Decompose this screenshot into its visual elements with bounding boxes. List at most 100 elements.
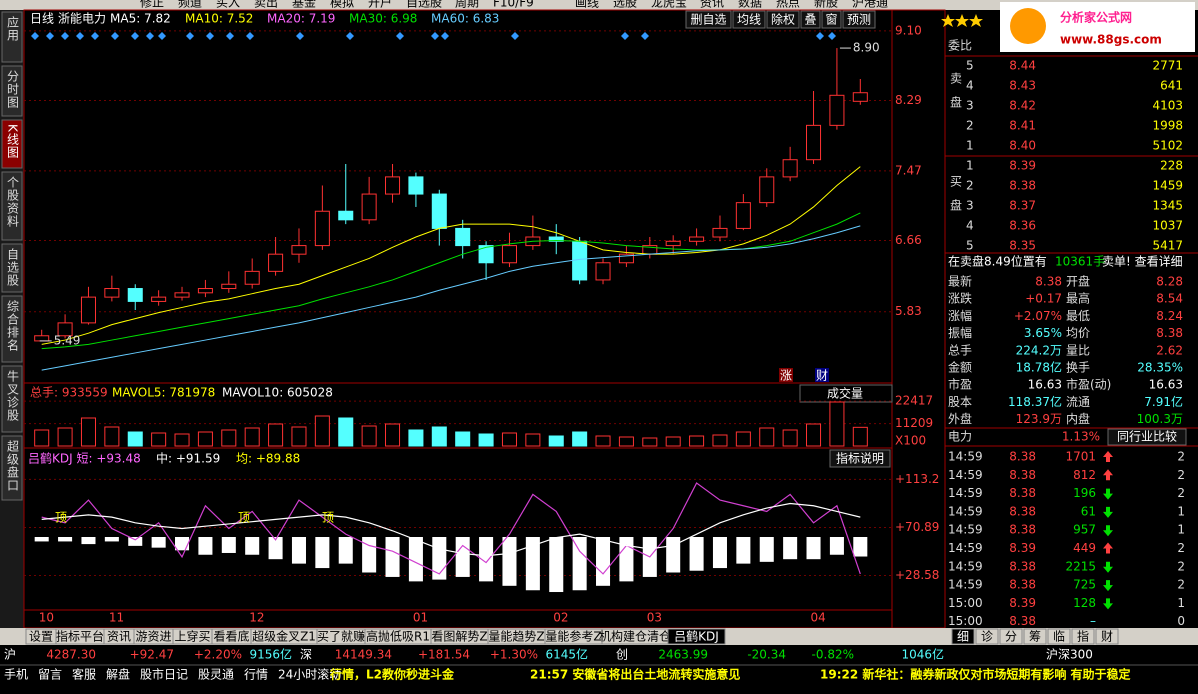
panel-tab[interactable] xyxy=(1047,628,1071,645)
indicator-tab-label[interactable]: 量能参考Z xyxy=(545,629,601,644)
event-tag[interactable] xyxy=(815,368,829,382)
left-tab-label[interactable]: 超级盘口 xyxy=(6,439,20,492)
panel-tab-label[interactable]: 分 xyxy=(1005,630,1017,644)
chart-button[interactable] xyxy=(732,10,766,29)
notice-link[interactable]: 卖单! 查看详细 xyxy=(1102,254,1183,269)
indicator-tab-label[interactable]: 吕鹤KDJ xyxy=(674,629,719,644)
event-tag-label[interactable]: 涨 xyxy=(780,368,792,383)
event-tag[interactable] xyxy=(779,368,793,382)
status-link[interactable]: 手机 xyxy=(4,668,28,682)
candle-body xyxy=(665,240,681,247)
left-tab[interactable] xyxy=(1,365,23,433)
compare-button-label[interactable]: 同行业比较 xyxy=(1117,429,1177,444)
indicator-tab-label[interactable]: 设置 xyxy=(29,630,53,644)
news-item[interactable]: 21:57 安徽省将出台土地流转实施意见 xyxy=(530,667,740,682)
panel-tab-label[interactable]: 诊 xyxy=(981,630,993,644)
menu-item[interactable]: 买入 xyxy=(216,0,240,10)
event-tag-label[interactable]: 财 xyxy=(816,369,828,383)
left-tab[interactable] xyxy=(1,119,23,169)
indicator-tab-label[interactable]: 量能趋势Z xyxy=(488,630,544,644)
left-tab-label[interactable]: 牛叉诊股 xyxy=(6,369,20,422)
menu-item[interactable]: 沪港通 xyxy=(852,0,888,10)
news-item[interactable]: 19:22 新华社：融券新政仅对市场短期有影响 有助于稳定 xyxy=(820,667,1131,682)
menu-item[interactable]: 自选股 xyxy=(406,0,442,10)
menu-item[interactable]: 画线 xyxy=(575,0,599,10)
status-link[interactable]: 24小时滚动 xyxy=(278,667,341,682)
indicator-tab-label[interactable]: 资讯 xyxy=(107,630,131,644)
indicator-tab-label[interactable]: 指标平台 xyxy=(56,629,104,644)
menu-item[interactable]: 基金 xyxy=(292,0,316,10)
compare-button[interactable] xyxy=(1107,428,1187,446)
news-item[interactable]: 行情，L2教你秒进斗金 xyxy=(329,667,455,682)
chart-button-label[interactable]: 叠 xyxy=(804,13,816,27)
panel-tab[interactable] xyxy=(1095,628,1119,645)
chart-button[interactable] xyxy=(766,10,800,29)
chart-button-label[interactable]: 预测 xyxy=(847,13,871,27)
panel-tab-label[interactable]: 筹 xyxy=(1029,630,1041,644)
menu-item[interactable]: 周期 xyxy=(455,0,479,10)
menu-item[interactable]: 开户 xyxy=(368,0,392,10)
left-tab-label[interactable]: K线图 xyxy=(6,124,20,159)
menu-item[interactable]: 数据 xyxy=(738,0,762,10)
left-tab[interactable] xyxy=(1,11,23,63)
chart-button-label[interactable]: 均线 xyxy=(737,13,761,27)
panel-tab-label[interactable]: 财 xyxy=(1101,630,1113,644)
chart-button[interactable] xyxy=(685,10,732,29)
panel-tab[interactable] xyxy=(1023,628,1047,645)
left-tab-label[interactable]: 应用 xyxy=(6,15,20,42)
indicator-tab[interactable] xyxy=(667,628,726,645)
indicator-tab-label[interactable]: 上穿买 xyxy=(174,629,210,644)
panel-tab[interactable] xyxy=(1071,628,1095,645)
left-tab-label[interactable]: 自选股 xyxy=(6,248,20,287)
menu-item[interactable]: 修正 xyxy=(140,0,164,10)
indicator-tab-label[interactable]: 看看底 xyxy=(213,629,249,644)
indicator-selector-label[interactable]: 成交量 xyxy=(827,386,863,401)
indicator-tab-label[interactable]: 机构建仓清仓 xyxy=(599,629,671,644)
left-tab[interactable] xyxy=(1,171,23,241)
left-tab-label[interactable]: 分时图 xyxy=(6,70,20,109)
panel-tab[interactable] xyxy=(975,628,999,645)
panel-tab[interactable] xyxy=(999,628,1023,645)
status-link[interactable]: 股灵通 xyxy=(198,668,234,682)
menu-item[interactable]: F10/F9 xyxy=(493,0,534,10)
status-link[interactable]: 留言 xyxy=(38,668,62,682)
menu-item[interactable]: 卖出 xyxy=(254,0,278,10)
chart-button[interactable] xyxy=(800,10,821,29)
candle-body xyxy=(408,176,424,195)
left-tab[interactable] xyxy=(1,435,23,501)
indicator-tab-label[interactable]: 买了就赚 xyxy=(317,629,365,644)
status-link[interactable]: 解盘 xyxy=(106,667,130,682)
status-link[interactable]: 行情 xyxy=(244,668,268,682)
left-tab[interactable] xyxy=(1,65,23,117)
menu-item[interactable]: 新股 xyxy=(814,0,838,10)
chart-button-label[interactable]: 删自选 xyxy=(690,13,726,27)
panel-tab-label[interactable]: 细 xyxy=(957,630,969,644)
status-link[interactable]: 股市日记 xyxy=(140,667,188,682)
indicator-tab-label[interactable]: 游资进 xyxy=(135,630,171,644)
menu-item[interactable]: 热点 xyxy=(776,0,800,10)
indicator-tab-label[interactable]: 超级金叉Z1 xyxy=(252,629,316,644)
left-tab[interactable] xyxy=(1,243,23,293)
chart-button-label[interactable]: 除权 xyxy=(771,12,795,27)
left-tab-label[interactable]: 综合排名 xyxy=(6,300,20,352)
menu-item[interactable]: 选股 xyxy=(613,0,637,10)
chart-button-label[interactable]: 窗 xyxy=(825,13,837,27)
menu-item[interactable]: 龙虎宝 xyxy=(651,0,687,10)
panel-tab-label[interactable]: 指 xyxy=(1077,629,1089,644)
kdj-bar xyxy=(151,537,166,548)
menu-item[interactable]: 资讯 xyxy=(700,0,724,10)
panel-tab-label[interactable]: 临 xyxy=(1053,630,1065,644)
indicator-selector[interactable] xyxy=(799,384,893,403)
indicator-tab-label[interactable]: 看图解势Z xyxy=(431,630,487,644)
menu-item[interactable]: 模拟 xyxy=(330,0,354,10)
left-tab-label[interactable]: 个股资料 xyxy=(6,176,20,228)
chart-button[interactable] xyxy=(842,10,876,29)
status-link[interactable]: 客服 xyxy=(72,667,96,682)
indicator-button[interactable] xyxy=(829,449,891,468)
menu-item[interactable]: 频道 xyxy=(178,0,202,10)
left-tab[interactable] xyxy=(1,295,23,363)
panel-tab[interactable] xyxy=(951,628,975,645)
indicator-button-label[interactable]: 指标说明 xyxy=(836,451,884,466)
chart-button[interactable] xyxy=(821,10,842,29)
indicator-tab-label[interactable]: 高抛低吸R1 xyxy=(366,629,430,644)
